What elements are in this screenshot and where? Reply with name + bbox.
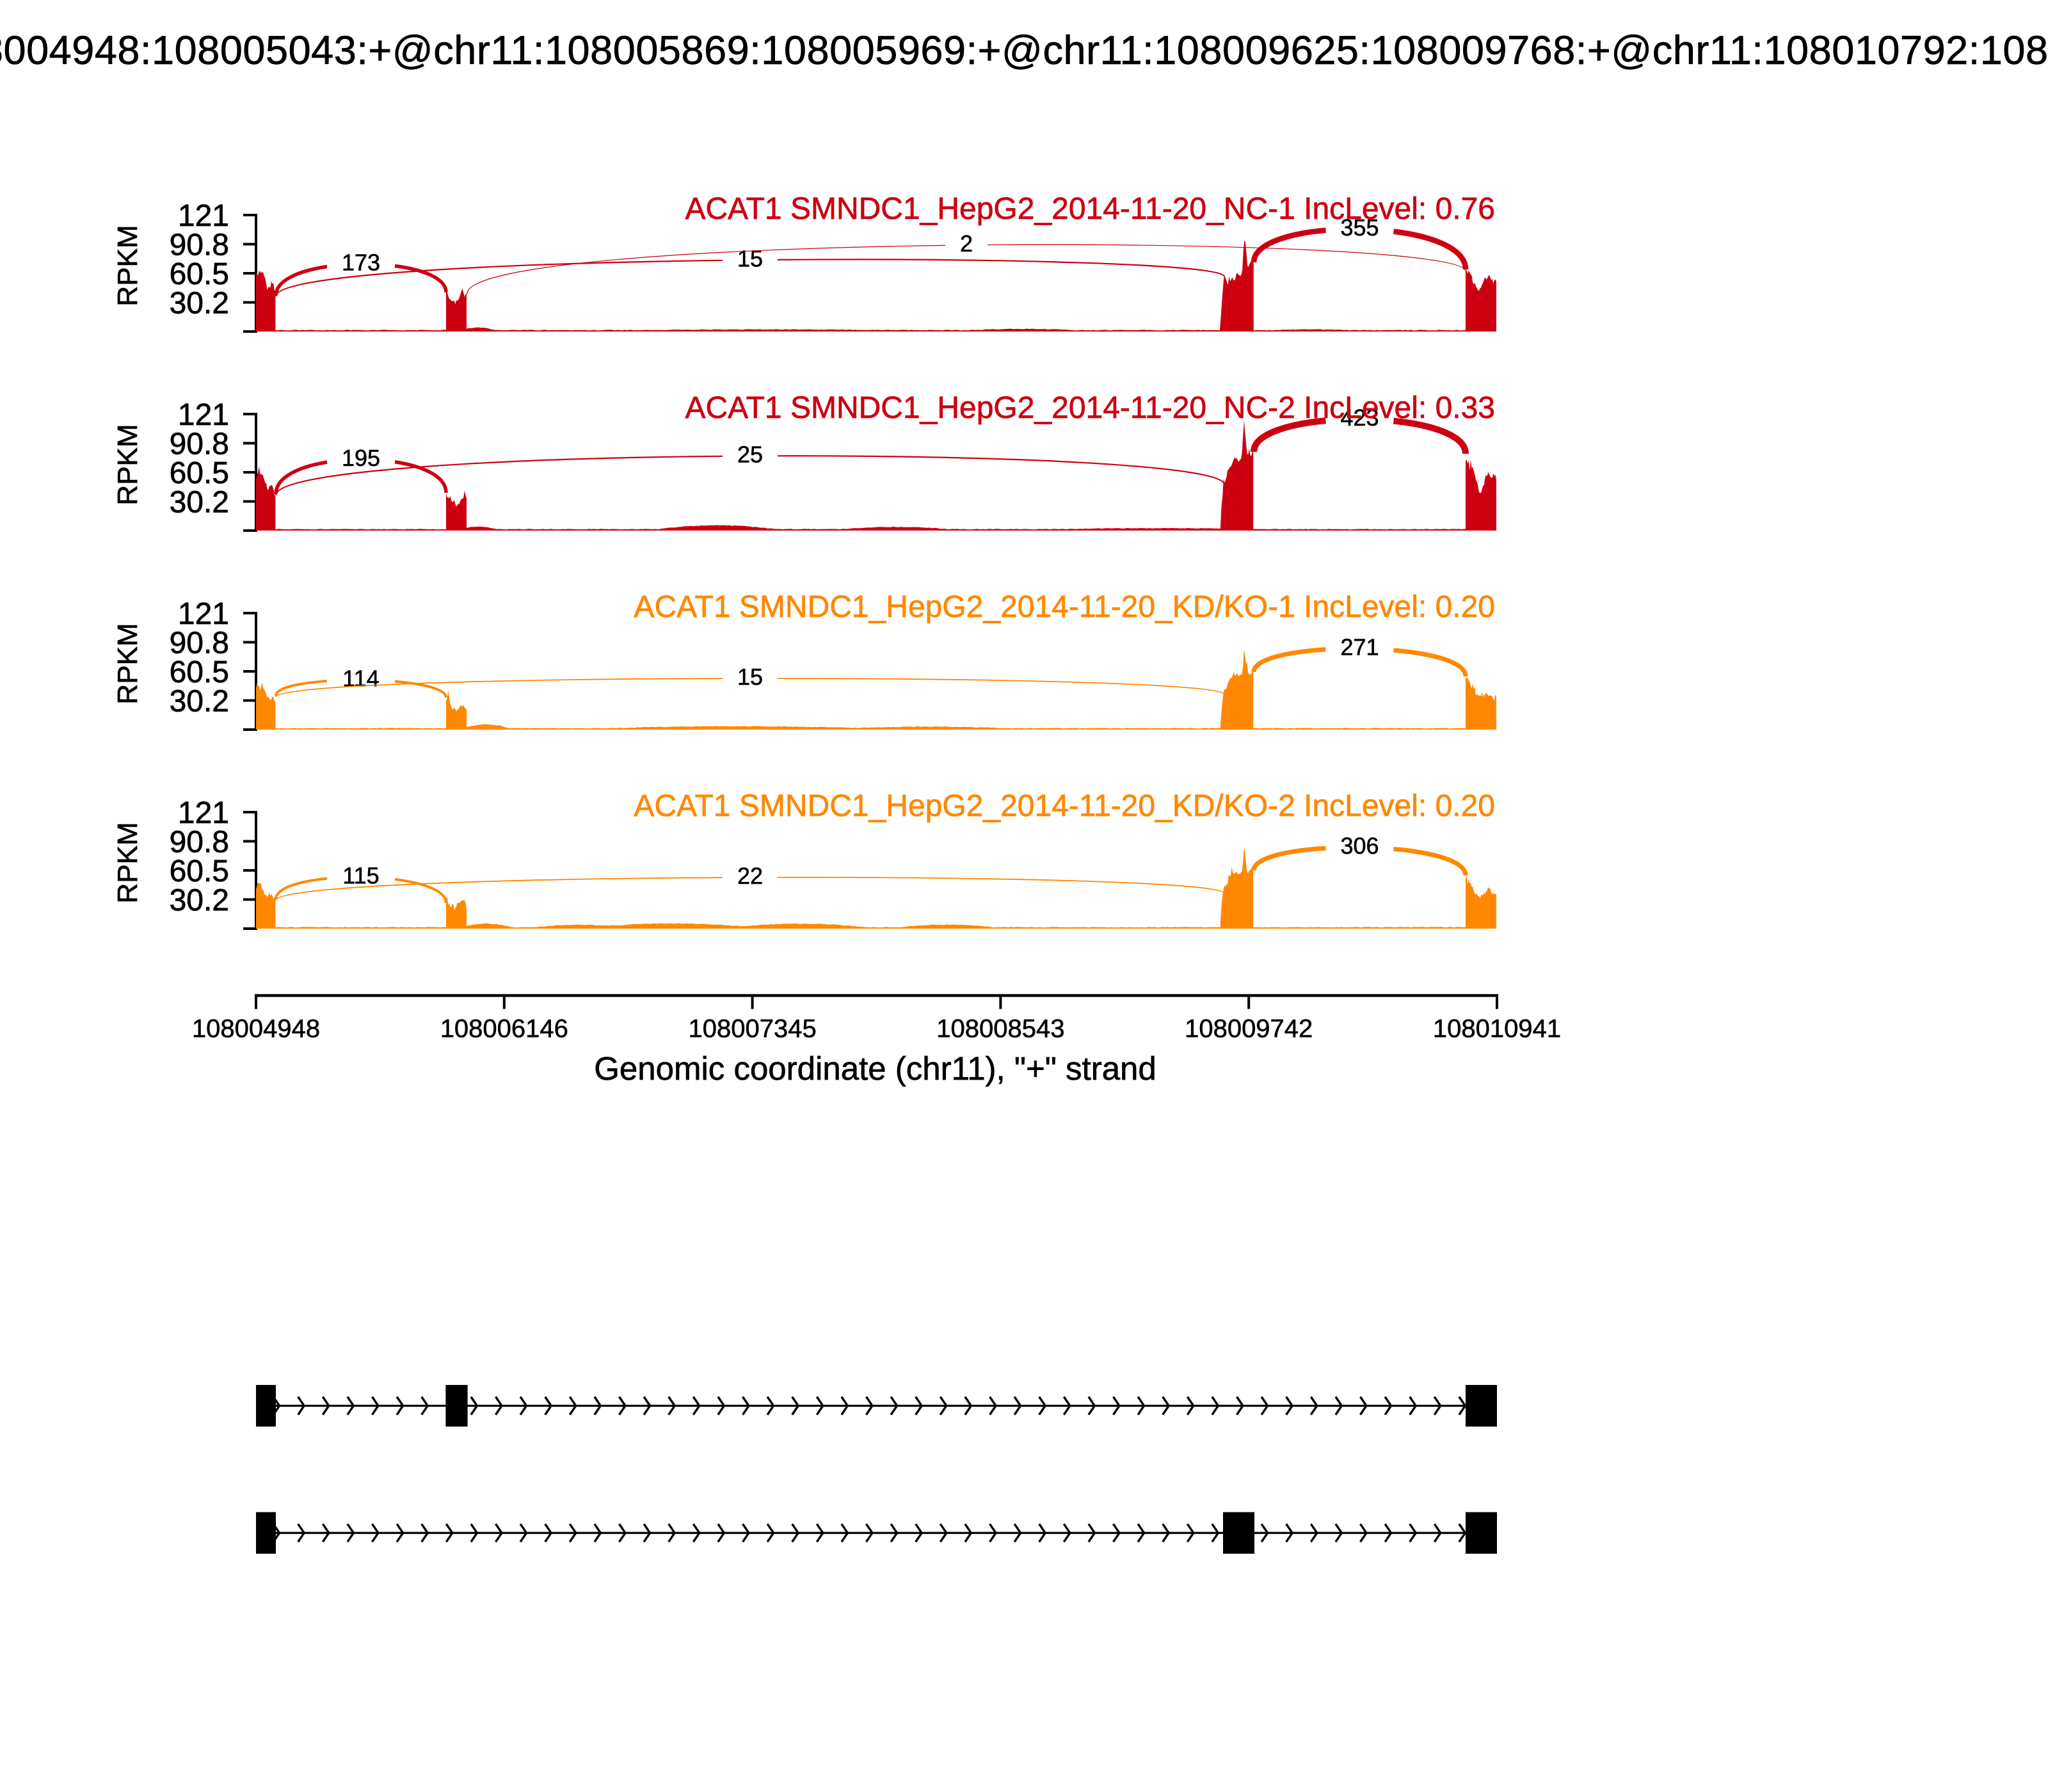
svg-text:30.2: 30.2 xyxy=(170,287,229,321)
svg-text:ACAT1 SMNDC1_HepG2_2014-11-20_: ACAT1 SMNDC1_HepG2_2014-11-20_KD/KO-1 In… xyxy=(634,590,1495,624)
svg-text:60.5: 60.5 xyxy=(170,456,229,490)
svg-text:355: 355 xyxy=(1340,214,1379,241)
svg-text:30.2: 30.2 xyxy=(170,685,229,719)
svg-text:chr11:108004948:108005043:+@ch: chr11:108004948:108005043:+@chr11:108005… xyxy=(0,28,2048,73)
svg-text:114: 114 xyxy=(342,666,379,692)
svg-text:30.2: 30.2 xyxy=(170,884,229,918)
svg-text:108008543: 108008543 xyxy=(936,1015,1064,1043)
svg-text:60.5: 60.5 xyxy=(170,655,229,689)
svg-text:108006146: 108006146 xyxy=(440,1015,568,1043)
svg-text:195: 195 xyxy=(342,445,380,471)
svg-text:RPKM: RPKM xyxy=(112,424,143,505)
svg-text:RPKM: RPKM xyxy=(112,822,143,903)
svg-text:115: 115 xyxy=(342,863,379,889)
svg-text:108004948: 108004948 xyxy=(192,1015,320,1043)
svg-text:121: 121 xyxy=(178,398,229,432)
svg-text:108009742: 108009742 xyxy=(1185,1015,1313,1043)
svg-text:30.2: 30.2 xyxy=(170,486,229,520)
svg-text:25: 25 xyxy=(737,442,763,468)
svg-text:423: 423 xyxy=(1340,404,1379,431)
svg-text:90.8: 90.8 xyxy=(170,627,229,660)
svg-text:108010941: 108010941 xyxy=(1433,1015,1561,1043)
svg-text:90.8: 90.8 xyxy=(170,228,229,262)
svg-text:RPKM: RPKM xyxy=(112,623,143,704)
svg-text:ACAT1 SMNDC1_HepG2_2014-11-20_: ACAT1 SMNDC1_HepG2_2014-11-20_KD/KO-2 In… xyxy=(634,789,1495,823)
svg-text:Genomic coordinate (chr11), "+: Genomic coordinate (chr11), "+" strand xyxy=(594,1050,1156,1087)
svg-text:121: 121 xyxy=(178,796,229,830)
svg-text:ACAT1 SMNDC1_HepG2_2014-11-20_: ACAT1 SMNDC1_HepG2_2014-11-20_NC-2 IncLe… xyxy=(685,391,1495,425)
svg-text:90.8: 90.8 xyxy=(170,826,229,860)
svg-text:2: 2 xyxy=(960,230,973,257)
svg-text:RPKM: RPKM xyxy=(112,225,143,306)
svg-text:15: 15 xyxy=(737,664,763,690)
svg-text:173: 173 xyxy=(342,250,380,276)
svg-text:108007345: 108007345 xyxy=(688,1015,816,1043)
svg-text:60.5: 60.5 xyxy=(170,854,229,888)
svg-text:121: 121 xyxy=(178,199,229,233)
svg-text:90.8: 90.8 xyxy=(170,428,229,461)
svg-text:271: 271 xyxy=(1340,634,1379,660)
svg-text:15: 15 xyxy=(737,245,763,271)
svg-text:306: 306 xyxy=(1340,833,1379,859)
svg-text:121: 121 xyxy=(178,597,229,631)
svg-text:22: 22 xyxy=(737,863,763,889)
svg-text:60.5: 60.5 xyxy=(170,257,229,291)
svg-text:ACAT1 SMNDC1_HepG2_2014-11-20_: ACAT1 SMNDC1_HepG2_2014-11-20_NC-1 IncLe… xyxy=(685,192,1495,226)
